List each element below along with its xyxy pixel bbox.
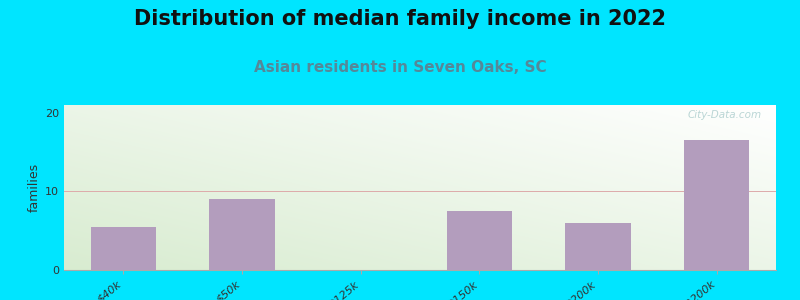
Text: City-Data.com: City-Data.com	[688, 110, 762, 120]
Bar	[684, 140, 750, 270]
Bar	[446, 211, 512, 270]
Bar	[566, 223, 630, 270]
Text: Asian residents in Seven Oaks, SC: Asian residents in Seven Oaks, SC	[254, 60, 546, 75]
Y-axis label: families: families	[28, 163, 41, 212]
Bar	[210, 199, 274, 270]
Bar	[90, 227, 156, 270]
Text: Distribution of median family income in 2022: Distribution of median family income in …	[134, 9, 666, 29]
